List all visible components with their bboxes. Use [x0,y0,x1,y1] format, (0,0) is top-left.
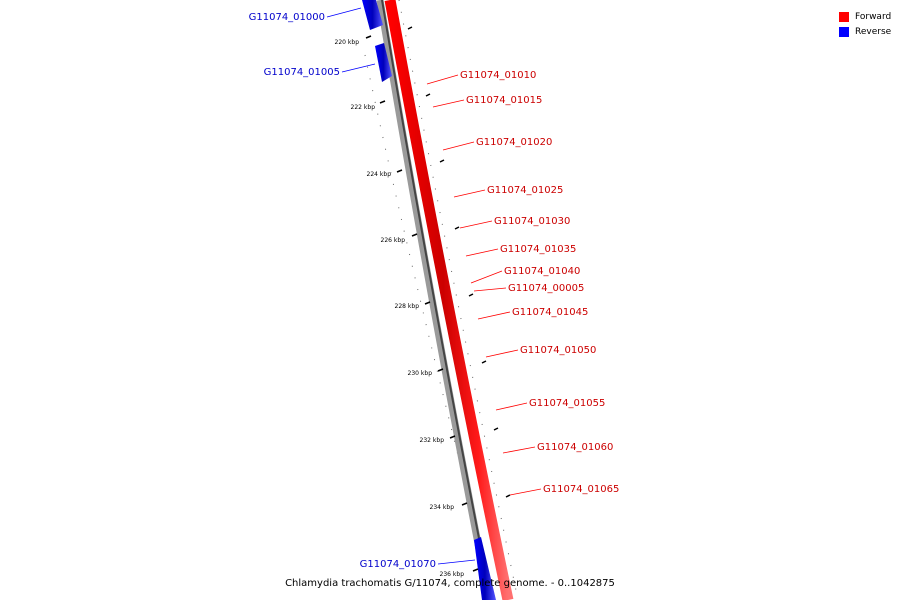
gene-leader-line [465,248,499,257]
gene-leader-line [437,559,476,565]
outer-dotted-ring [398,0,519,600]
tick-label: 232 kbp [420,437,445,444]
legend-label-reverse: Reverse [855,26,892,37]
gene-label-reverse[interactable]: G11074_01070 [360,559,436,570]
legend-item-reverse: Reverse [839,24,891,39]
gene-label-forward[interactable]: G11074_01025 [487,185,563,196]
gene-label-forward[interactable]: G11074_00005 [508,283,584,294]
legend-item-forward: Forward [839,9,891,24]
gene-leader-line [459,220,493,229]
tick-label: 224 kbp [367,171,392,178]
gene-label-forward[interactable]: G11074_01045 [512,307,588,318]
tick-label: 236 kbp [440,571,465,578]
map-caption: Chlamydia trachomatis G/11074, complete … [285,578,615,589]
legend-label-forward: Forward [855,11,892,22]
gene-leader-line [509,488,542,496]
gene-leader-line [442,141,475,151]
gene-label-forward[interactable]: G11074_01015 [466,95,542,106]
gene-label-forward[interactable]: G11074_01040 [504,266,580,277]
scale-ticks [365,26,511,572]
gene-leader-line [473,287,507,292]
gene-label-forward[interactable]: G11074_01020 [476,137,552,148]
gene-leader-line [495,402,528,411]
gene-label-forward[interactable]: G11074_01050 [520,345,596,356]
gene-label-reverse[interactable]: G11074_01000 [249,12,325,23]
gene-leader-line [341,63,376,73]
legend: Forward Reverse [839,9,891,39]
gene-leader-line [326,7,362,18]
reverse-gene-block [375,43,392,82]
gene-leader-line [453,189,486,198]
gene-label-forward[interactable]: G11074_01065 [543,484,619,495]
tick-label: 226 kbp [381,237,406,244]
tick-label: 220 kbp [335,39,360,46]
gene-label-forward[interactable]: G11074_01030 [494,216,570,227]
gene-leader-line [426,74,459,85]
tick-label: 230 kbp [408,370,433,377]
legend-swatch-forward [839,11,849,22]
backbone-ring-line [381,0,492,600]
reverse-gene-block [474,537,496,600]
reverse-gene-block [362,0,383,30]
legend-swatch-reverse [839,26,849,37]
gene-leader-line [470,270,503,284]
gene-label-forward[interactable]: G11074_01060 [537,442,613,453]
gene-label-forward[interactable]: G11074_01055 [529,398,605,409]
tick-label: 228 kbp [395,303,420,310]
gene-leader-line [485,349,519,358]
tick-label: 222 kbp [351,104,376,111]
forward-strand-track [384,0,514,600]
tick-label: 234 kbp [430,504,455,511]
backbone-ring-outer [376,0,493,600]
gene-leader-line [432,99,465,108]
gene-label-forward[interactable]: G11074_01035 [500,244,576,255]
gene-leader-line [477,311,511,320]
tick-labels: 220 kbp 222 kbp 224 kbp 226 kbp 228 kbp … [335,39,465,578]
gene-label-reverse[interactable]: G11074_01005 [264,67,340,78]
gene-label-forward[interactable]: G11074_01010 [460,70,536,81]
gene-leader-line [502,446,536,454]
